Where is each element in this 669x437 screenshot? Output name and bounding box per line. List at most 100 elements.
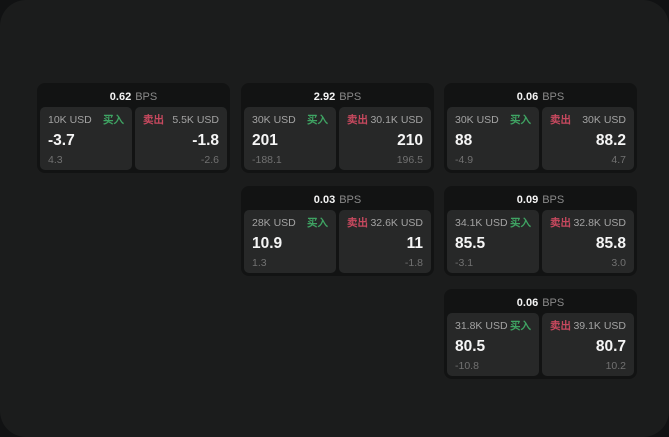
sell-panel-top-row: 卖出 32.8K USD bbox=[550, 215, 626, 230]
quote-card-body: 30K USD 买入 88 -4.9 卖出 30K USD 88.2 4.7 bbox=[447, 107, 634, 170]
sell-panel-top-row: 卖出 30.1K USD bbox=[347, 112, 423, 127]
buy-amount-label: 31.8K USD bbox=[455, 319, 508, 332]
bps-unit-label: BPS bbox=[339, 90, 362, 103]
buy-skew-value: -188.1 bbox=[252, 154, 282, 166]
sell-amount-label: 30.1K USD bbox=[370, 113, 423, 126]
spread-header: 0.06 BPS bbox=[447, 86, 634, 107]
spread-value: 0.03 bbox=[313, 193, 336, 206]
sell-quote-panel[interactable]: 卖出 30.1K USD 210 196.5 bbox=[339, 107, 431, 170]
buy-amount-label: 28K USD bbox=[252, 216, 296, 229]
sell-quote-panel[interactable]: 卖出 32.8K USD 85.8 3.0 bbox=[542, 210, 634, 273]
spread-header: 2.92 BPS bbox=[244, 86, 431, 107]
buy-price: -3.7 bbox=[48, 131, 75, 149]
spread-value: 0.62 bbox=[109, 90, 132, 103]
sell-amount-label: 32.6K USD bbox=[370, 216, 423, 229]
buy-skew-value: 4.3 bbox=[48, 154, 63, 166]
buy-panel-top-row: 10K USD 买入 bbox=[48, 112, 124, 127]
sell-skew-value: 10.2 bbox=[605, 360, 626, 372]
buy-amount-label: 34.1K USD bbox=[455, 216, 508, 229]
quote-card-6: 0.06 BPS 31.8K USD 买入 80.5 -10.8 卖出 39.1… bbox=[444, 289, 637, 379]
sell-quote-panel[interactable]: 卖出 39.1K USD 80.7 10.2 bbox=[542, 313, 634, 376]
buy-side-label: 买入 bbox=[103, 114, 124, 126]
sell-skew-value: 3.0 bbox=[611, 257, 626, 269]
quote-card-body: 30K USD 买入 201 -188.1 卖出 30.1K USD 210 1… bbox=[244, 107, 431, 170]
buy-price: 85.5 bbox=[455, 234, 486, 252]
quote-card-1: 0.62 BPS 10K USD 买入 -3.7 4.3 卖出 5.5K USD… bbox=[37, 83, 230, 173]
sell-panel-top-row: 卖出 30K USD bbox=[550, 112, 626, 127]
sell-price: 80.7 bbox=[595, 337, 626, 355]
buy-side-label: 买入 bbox=[307, 217, 328, 229]
buy-price: 88 bbox=[455, 131, 473, 149]
sell-side-label: 卖出 bbox=[550, 114, 571, 126]
sell-side-label: 卖出 bbox=[347, 114, 368, 126]
buy-skew-value: -10.8 bbox=[455, 360, 479, 372]
buy-panel-top-row: 30K USD 买入 bbox=[252, 112, 328, 127]
spread-header: 0.03 BPS bbox=[244, 189, 431, 210]
sell-amount-label: 39.1K USD bbox=[573, 319, 626, 332]
sell-side-label: 卖出 bbox=[550, 320, 571, 332]
sell-price: 88.2 bbox=[595, 131, 626, 149]
sell-quote-panel[interactable]: 卖出 32.6K USD 11 -1.8 bbox=[339, 210, 431, 273]
buy-quote-panel[interactable]: 28K USD 买入 10.9 1.3 bbox=[244, 210, 336, 273]
spread-value: 0.09 bbox=[516, 193, 539, 206]
sell-price: 11 bbox=[406, 234, 423, 252]
quote-card-body: 28K USD 买入 10.9 1.3 卖出 32.6K USD 11 -1.8 bbox=[244, 210, 431, 273]
sell-side-label: 卖出 bbox=[143, 114, 164, 126]
sell-panel-top-row: 卖出 39.1K USD bbox=[550, 318, 626, 333]
buy-side-label: 买入 bbox=[307, 114, 328, 126]
buy-quote-panel[interactable]: 30K USD 买入 201 -188.1 bbox=[244, 107, 336, 170]
buy-amount-label: 10K USD bbox=[48, 113, 92, 126]
sell-panel-top-row: 卖出 5.5K USD bbox=[143, 112, 219, 127]
bps-unit-label: BPS bbox=[135, 90, 158, 103]
buy-panel-top-row: 30K USD 买入 bbox=[455, 112, 531, 127]
buy-panel-top-row: 34.1K USD 买入 bbox=[455, 215, 531, 230]
bps-unit-label: BPS bbox=[542, 193, 565, 206]
buy-quote-panel[interactable]: 34.1K USD 买入 85.5 -3.1 bbox=[447, 210, 539, 273]
buy-side-label: 买入 bbox=[510, 217, 531, 229]
sell-quote-panel[interactable]: 卖出 5.5K USD -1.8 -2.6 bbox=[135, 107, 227, 170]
sell-side-label: 卖出 bbox=[550, 217, 571, 229]
buy-amount-label: 30K USD bbox=[455, 113, 499, 126]
sell-amount-label: 32.8K USD bbox=[573, 216, 626, 229]
buy-skew-value: 1.3 bbox=[252, 257, 267, 269]
sell-price: 85.8 bbox=[595, 234, 626, 252]
quote-card-4: 0.03 BPS 28K USD 买入 10.9 1.3 卖出 32.6K US… bbox=[241, 186, 434, 276]
quote-card-2: 2.92 BPS 30K USD 买入 201 -188.1 卖出 30.1K … bbox=[241, 83, 434, 173]
bps-unit-label: BPS bbox=[339, 193, 362, 206]
buy-quote-panel[interactable]: 30K USD 买入 88 -4.9 bbox=[447, 107, 539, 170]
sell-panel-top-row: 卖出 32.6K USD bbox=[347, 215, 423, 230]
quote-card-5: 0.09 BPS 34.1K USD 买入 85.5 -3.1 卖出 32.8K… bbox=[444, 186, 637, 276]
buy-skew-value: -4.9 bbox=[455, 154, 474, 166]
quote-card-body: 31.8K USD 买入 80.5 -10.8 卖出 39.1K USD 80.… bbox=[447, 313, 634, 376]
buy-price: 201 bbox=[252, 131, 278, 149]
buy-panel-top-row: 31.8K USD 买入 bbox=[455, 318, 531, 333]
spread-value: 0.06 bbox=[516, 90, 539, 103]
sell-price: -1.8 bbox=[192, 131, 219, 149]
sell-skew-value: 4.7 bbox=[611, 154, 626, 166]
sell-skew-value: -2.6 bbox=[200, 154, 219, 166]
spread-value: 0.06 bbox=[516, 296, 539, 309]
spread-header: 0.09 BPS bbox=[447, 189, 634, 210]
buy-amount-label: 30K USD bbox=[252, 113, 296, 126]
buy-quote-panel[interactable]: 31.8K USD 买入 80.5 -10.8 bbox=[447, 313, 539, 376]
sell-side-label: 卖出 bbox=[347, 217, 368, 229]
buy-quote-panel[interactable]: 10K USD 买入 -3.7 4.3 bbox=[40, 107, 132, 170]
buy-price: 10.9 bbox=[252, 234, 283, 252]
quote-card-body: 34.1K USD 买入 85.5 -3.1 卖出 32.8K USD 85.8… bbox=[447, 210, 634, 273]
sell-price: 210 bbox=[397, 131, 423, 149]
buy-price: 80.5 bbox=[455, 337, 486, 355]
spread-header: 0.06 BPS bbox=[447, 292, 634, 313]
sell-skew-value: 196.5 bbox=[396, 154, 423, 166]
quote-card-3: 0.06 BPS 30K USD 买入 88 -4.9 卖出 30K USD 8… bbox=[444, 83, 637, 173]
buy-side-label: 买入 bbox=[510, 320, 531, 332]
buy-skew-value: -3.1 bbox=[455, 257, 474, 269]
spread-header: 0.62 BPS bbox=[40, 86, 227, 107]
buy-panel-top-row: 28K USD 买入 bbox=[252, 215, 328, 230]
sell-quote-panel[interactable]: 卖出 30K USD 88.2 4.7 bbox=[542, 107, 634, 170]
bps-unit-label: BPS bbox=[542, 90, 565, 103]
spread-value: 2.92 bbox=[313, 90, 336, 103]
sell-skew-value: -1.8 bbox=[404, 257, 423, 269]
buy-side-label: 买入 bbox=[510, 114, 531, 126]
